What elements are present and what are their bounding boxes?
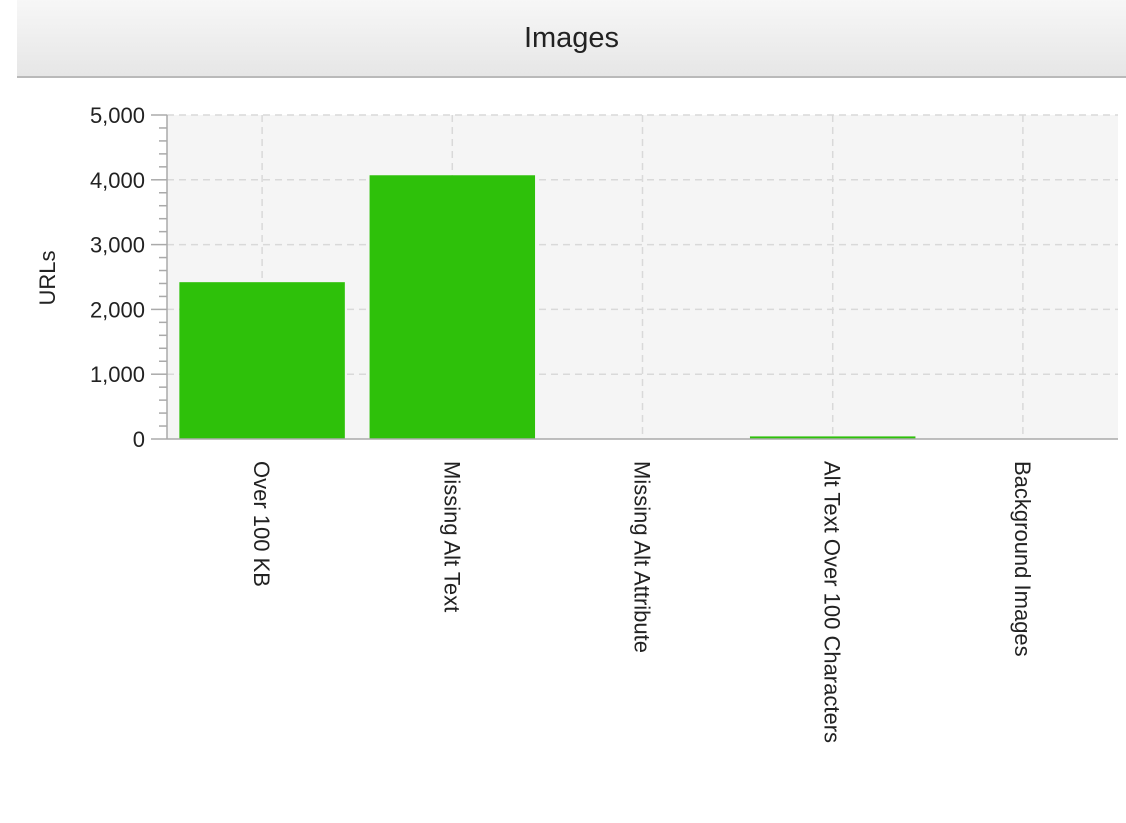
y-tick-label: 5,000 xyxy=(90,103,145,128)
x-tick-label: Background Images xyxy=(1010,461,1035,657)
bar-missing-alt-text xyxy=(369,175,536,439)
bar-alt-text-over-100-characters xyxy=(749,436,916,439)
x-tick-label: Alt Text Over 100 Characters xyxy=(820,461,845,743)
y-tick-label: 2,000 xyxy=(90,297,145,322)
y-tick-label: 3,000 xyxy=(90,233,145,258)
chart-title: Images xyxy=(523,21,620,54)
x-tick-labels: Over 100 KB Missing Alt Text Missing Alt A… xyxy=(249,461,1035,743)
bar-over-100-kb xyxy=(179,282,345,439)
y-axis-label: URLs xyxy=(35,250,60,305)
panel-header: Images xyxy=(17,0,1126,78)
y-tick-labels: 0 1,000 2,000 3,000 4,000 5,000 xyxy=(90,103,145,452)
y-tick-label: 1,000 xyxy=(90,362,145,387)
y-tick-label: 4,000 xyxy=(90,168,145,193)
y-tick-label: 0 xyxy=(133,427,145,452)
x-tick-label: Over 100 KB xyxy=(249,461,274,587)
x-tick-label: Missing Alt Attribute xyxy=(630,461,655,653)
y-minor-ticks xyxy=(151,114,167,440)
x-tick-label: Missing Alt Text xyxy=(439,461,464,612)
bars xyxy=(179,175,916,439)
